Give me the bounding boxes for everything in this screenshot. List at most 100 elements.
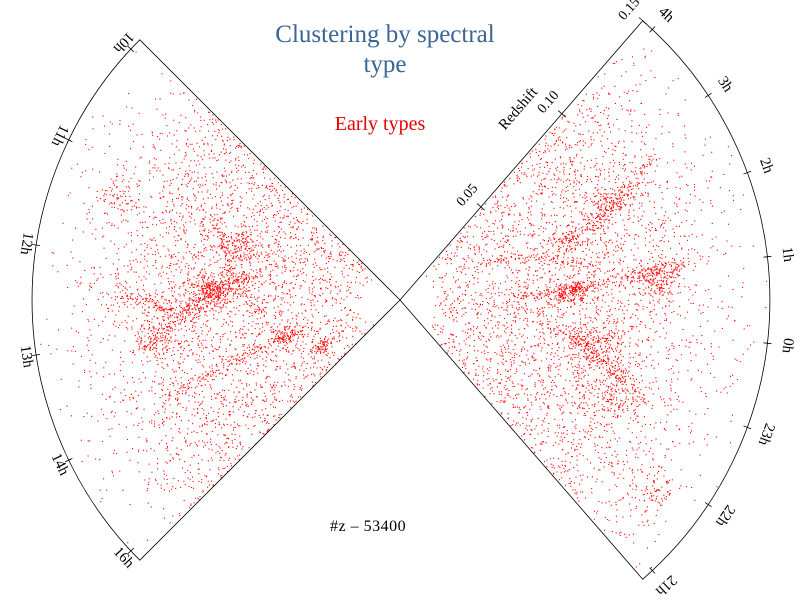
- galaxy-point: [153, 306, 155, 308]
- galaxy-point: [169, 191, 171, 193]
- galaxy-point: [239, 442, 241, 444]
- galaxy-point: [300, 356, 302, 358]
- galaxy-point: [201, 430, 203, 432]
- galaxy-point: [178, 122, 180, 124]
- galaxy-point: [225, 288, 227, 290]
- galaxy-point: [138, 349, 140, 351]
- galaxy-point: [106, 193, 108, 195]
- galaxy-point: [284, 327, 286, 329]
- galaxy-point: [149, 295, 151, 297]
- galaxy-point: [272, 189, 274, 191]
- galaxy-point: [507, 239, 509, 241]
- galaxy-point: [192, 354, 194, 356]
- galaxy-point: [554, 128, 556, 130]
- galaxy-point: [215, 121, 217, 123]
- galaxy-point: [208, 130, 210, 132]
- galaxy-point: [157, 249, 159, 251]
- galaxy-point: [140, 337, 142, 339]
- galaxy-point: [213, 304, 215, 306]
- galaxy-point: [185, 170, 187, 172]
- galaxy-point: [360, 297, 362, 299]
- galaxy-point: [163, 187, 165, 189]
- galaxy-point: [158, 327, 160, 329]
- galaxy-point: [275, 348, 277, 350]
- galaxy-point: [197, 255, 199, 257]
- galaxy-point: [210, 274, 212, 276]
- galaxy-point: [237, 156, 239, 158]
- galaxy-point: [189, 444, 191, 446]
- galaxy-point: [288, 351, 290, 353]
- galaxy-point: [635, 193, 637, 195]
- galaxy-point: [179, 301, 181, 303]
- galaxy-point: [210, 344, 212, 346]
- galaxy-point: [154, 296, 156, 298]
- galaxy-point: [213, 301, 215, 303]
- galaxy-point: [196, 408, 198, 410]
- galaxy-point: [317, 348, 319, 350]
- galaxy-point: [291, 256, 293, 258]
- galaxy-point: [226, 253, 228, 255]
- galaxy-point: [236, 281, 238, 283]
- galaxy-point: [212, 298, 214, 300]
- galaxy-point: [207, 197, 209, 199]
- galaxy-point: [235, 332, 237, 334]
- galaxy-point: [223, 363, 225, 365]
- galaxy-point: [187, 274, 189, 276]
- galaxy-point: [156, 343, 158, 345]
- galaxy-point: [287, 319, 289, 321]
- galaxy-point: [217, 159, 219, 161]
- galaxy-point: [248, 188, 250, 190]
- galaxy-point: [251, 175, 253, 177]
- galaxy-point: [200, 126, 202, 128]
- galaxy-point: [580, 402, 582, 404]
- galaxy-point: [179, 343, 181, 345]
- galaxy-point: [92, 218, 94, 220]
- galaxy-point: [469, 248, 471, 250]
- galaxy-point: [165, 255, 167, 257]
- galaxy-point: [216, 261, 218, 263]
- galaxy-point: [219, 452, 221, 454]
- galaxy-point: [333, 338, 335, 340]
- galaxy-point: [284, 259, 286, 261]
- galaxy-point: [314, 344, 316, 346]
- galaxy-point: [108, 373, 110, 375]
- galaxy-point: [154, 335, 156, 337]
- galaxy-point: [143, 327, 145, 329]
- galaxy-point: [195, 300, 197, 302]
- galaxy-point: [293, 334, 295, 336]
- galaxy-point: [197, 274, 199, 276]
- galaxy-point: [278, 342, 280, 344]
- galaxy-point: [306, 260, 308, 262]
- galaxy-point: [156, 170, 158, 172]
- galaxy-point: [190, 253, 192, 255]
- galaxy-point: [156, 108, 158, 110]
- galaxy-point: [195, 297, 197, 299]
- galaxy-point: [159, 305, 161, 307]
- galaxy-point: [579, 140, 581, 142]
- galaxy-point: [726, 392, 728, 394]
- galaxy-point: [229, 145, 231, 147]
- galaxy-point: [318, 248, 320, 250]
- galaxy-point: [468, 302, 470, 304]
- galaxy-point: [207, 284, 209, 286]
- galaxy-point: [201, 407, 203, 409]
- galaxy-point: [318, 311, 320, 313]
- galaxy-point: [110, 304, 112, 306]
- galaxy-point: [89, 440, 91, 442]
- galaxy-point: [255, 384, 257, 386]
- galaxy-point: [670, 301, 672, 303]
- galaxy-point: [244, 286, 246, 288]
- galaxy-point: [132, 448, 134, 450]
- galaxy-point: [288, 224, 290, 226]
- galaxy-point: [249, 248, 251, 250]
- galaxy-point: [210, 407, 212, 409]
- galaxy-point: [333, 354, 335, 356]
- galaxy-point: [121, 221, 123, 223]
- galaxy-point: [316, 367, 318, 369]
- galaxy-point: [157, 318, 159, 320]
- galaxy-point: [154, 283, 156, 285]
- galaxy-point: [168, 490, 170, 492]
- galaxy-point: [221, 474, 223, 476]
- galaxy-point: [161, 297, 163, 299]
- galaxy-point: [111, 225, 113, 227]
